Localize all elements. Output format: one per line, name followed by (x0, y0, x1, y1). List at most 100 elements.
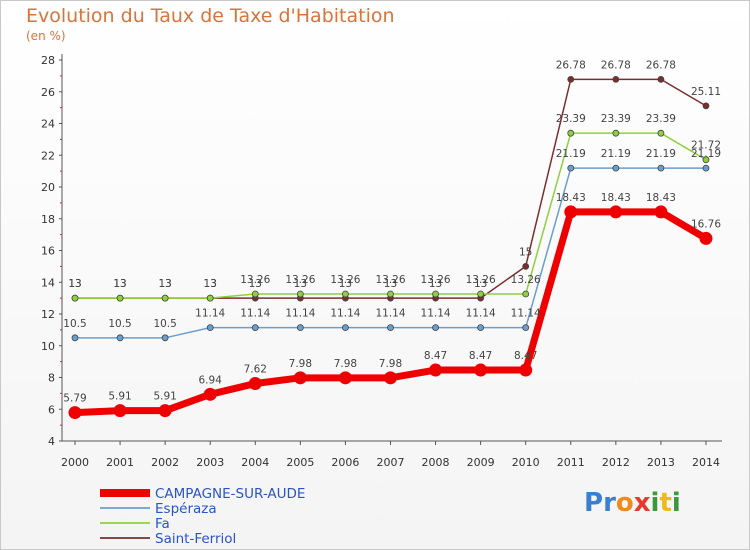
data-point (432, 290, 439, 298)
data-label: 18.43 (646, 192, 676, 204)
data-label: 10.5 (108, 318, 131, 330)
legend-label: Saint-Ferriol (155, 531, 236, 547)
x-tick-label: 2013 (647, 456, 675, 469)
data-label: 11.14 (511, 308, 541, 320)
x-tick-label: 2011 (557, 456, 585, 469)
data-label: 23.39 (601, 113, 631, 125)
data-point (612, 75, 620, 83)
data-point (567, 129, 575, 137)
logo-letter: r (603, 488, 616, 518)
data-point (612, 164, 620, 172)
data-point (567, 164, 575, 172)
data-label: 13 (339, 278, 352, 290)
data-label: 5.79 (63, 393, 86, 405)
data-label: 26.78 (556, 59, 586, 71)
x-tick-label: 2012 (602, 456, 630, 469)
data-label: 13 (474, 278, 487, 290)
logo-letter: x (633, 488, 651, 518)
data-label: 13 (204, 278, 217, 290)
data-point (432, 324, 439, 332)
data-label: 11.14 (421, 308, 451, 320)
data-point (383, 371, 397, 385)
data-label: 13 (294, 278, 307, 290)
data-point (68, 406, 82, 420)
data-label: 11.14 (330, 308, 360, 320)
data-point (657, 75, 665, 83)
data-label: 13 (113, 278, 126, 290)
data-point (161, 294, 169, 302)
data-label: 23.39 (646, 113, 676, 125)
data-point (338, 371, 352, 385)
data-point (699, 231, 713, 245)
legend-label: Espéraza (155, 501, 217, 517)
y-tick-label: 24 (41, 118, 55, 131)
data-label: 13.26 (466, 274, 496, 286)
data-point (296, 290, 304, 298)
data-label: 11.14 (240, 308, 270, 320)
data-label: 16.76 (691, 218, 721, 230)
data-point (519, 363, 533, 377)
x-tick-label: 2000 (61, 456, 89, 469)
logo-letter: t (659, 488, 672, 518)
data-point (206, 294, 214, 302)
data-label: 13.26 (375, 274, 405, 286)
data-point (522, 324, 530, 332)
y-tick-label: 8 (48, 372, 55, 385)
x-tick-label: 2009 (467, 456, 495, 469)
data-point (71, 334, 79, 342)
data-label: 13 (249, 278, 262, 290)
data-point (158, 404, 172, 418)
data-point (387, 324, 394, 332)
data-point (293, 371, 307, 385)
data-label: 7.98 (334, 358, 357, 370)
data-label: 21.19 (691, 148, 721, 160)
data-point (296, 324, 304, 332)
data-label: 13.26 (511, 274, 541, 286)
y-tick-label: 12 (41, 308, 55, 321)
y-tick-label: 22 (41, 149, 55, 162)
data-label: 13.26 (285, 274, 315, 286)
chart-title: Evolution du Taux de Taxe d'Habitation (26, 5, 395, 27)
y-tick-label: 18 (41, 213, 55, 226)
logo-letter: o (615, 488, 634, 518)
data-label: 7.98 (379, 358, 402, 370)
data-point (387, 290, 394, 298)
data-label: 13 (384, 278, 397, 290)
data-point (248, 377, 262, 391)
data-point (477, 290, 485, 298)
data-point (116, 334, 124, 342)
data-point (567, 75, 575, 83)
logo-letter: i (671, 488, 681, 518)
data-label: 7.98 (289, 358, 312, 370)
data-label: 13 (204, 278, 217, 290)
x-tick-label: 2008 (422, 456, 450, 469)
data-label: 13 (68, 278, 81, 290)
data-label: 7.62 (244, 364, 267, 376)
data-label: 11.14 (375, 308, 405, 320)
data-point (702, 156, 710, 164)
x-tick-label: 2001 (106, 456, 134, 469)
data-label: 8.47 (469, 350, 492, 362)
data-label: 18.43 (556, 192, 586, 204)
data-label: 10.5 (63, 318, 86, 330)
data-label: 5.91 (108, 391, 131, 403)
data-point (522, 290, 530, 298)
data-point (702, 102, 710, 110)
y-tick-label: 26 (41, 86, 55, 99)
logo-letter: i (650, 488, 660, 518)
data-label: 8.47 (514, 350, 537, 362)
data-point (429, 363, 443, 377)
data-label: 6.94 (199, 374, 223, 386)
data-point (251, 290, 259, 298)
data-point (657, 129, 665, 137)
data-label: 26.78 (601, 59, 631, 71)
data-label: 13 (429, 278, 442, 290)
data-label: 5.91 (153, 391, 176, 403)
data-point (71, 294, 79, 302)
data-point (522, 262, 530, 270)
data-label: 13 (158, 278, 171, 290)
x-tick-label: 2007 (376, 456, 404, 469)
data-point (116, 294, 124, 302)
